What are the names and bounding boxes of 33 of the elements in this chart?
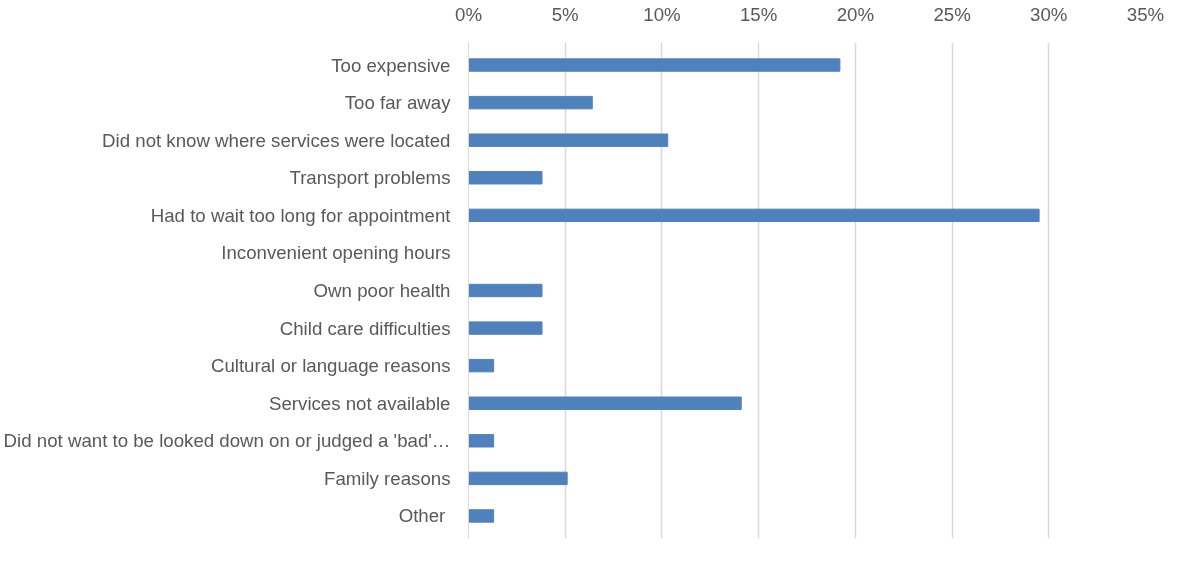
- y-tick-label: Too far away: [344, 92, 452, 114]
- x-tick-label: 5%: [551, 3, 579, 25]
- y-tick-label: Did not know where services were located: [102, 129, 451, 151]
- bar: [468, 321, 543, 335]
- y-tick-label: Other: [398, 505, 446, 527]
- bar: [468, 133, 669, 147]
- bar: [468, 95, 593, 110]
- bar: [468, 358, 495, 373]
- y-tick-label: Too expensive: [331, 54, 451, 76]
- bar: [468, 58, 841, 72]
- bar: [468, 509, 495, 523]
- y-tick-label: Services not available: [269, 392, 451, 414]
- y-tick-label: Had to wait too long for appointment: [150, 204, 452, 226]
- bar: [468, 208, 1040, 223]
- x-tick-label: 25%: [933, 3, 971, 25]
- x-tick-label: 20%: [836, 3, 875, 25]
- y-tick-label: Inconvenient opening hours: [221, 242, 451, 264]
- y-tick-label: Family reasons: [324, 467, 451, 489]
- y-tick-label: Own poor health: [313, 280, 451, 301]
- y-tick-label: Did not want to be looked down on or judged a 'bad'…: [3, 430, 451, 452]
- x-tick-label: 30%: [1030, 3, 1068, 25]
- bar: [468, 283, 543, 298]
- bar: [468, 471, 568, 486]
- x-tick-label: 35%: [1126, 3, 1165, 25]
- bar: [468, 171, 543, 185]
- y-tick-label: Child care difficulties: [279, 317, 451, 339]
- y-tick-label: Transport problems: [289, 167, 451, 189]
- x-tick-label: 0%: [455, 3, 482, 25]
- y-tick-label: Cultural or language reasons: [210, 355, 451, 377]
- x-tick-label: 10%: [643, 3, 681, 25]
- bar: [468, 434, 495, 448]
- bar: [468, 396, 742, 410]
- x-tick-label: 15%: [739, 3, 778, 25]
